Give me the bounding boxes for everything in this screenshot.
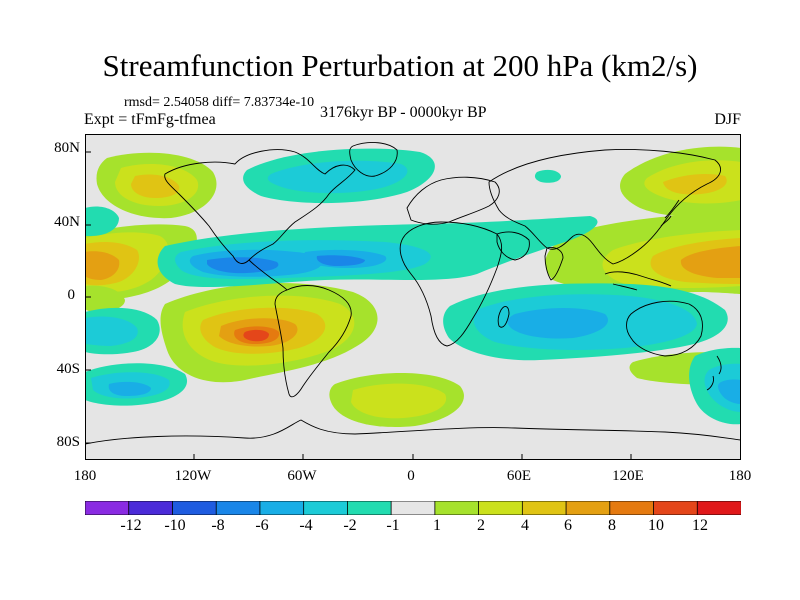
colorbar-swatch (128, 501, 174, 515)
contour-south-atlantic-high (329, 373, 464, 428)
lat-label-80n: 80N (54, 140, 80, 156)
lon-label-0: 0 (407, 468, 415, 484)
lon-label-60e: 60E (506, 468, 532, 484)
coastline-europe (406, 176, 500, 225)
colorbar-label: -4 (299, 517, 313, 534)
colorbar-label: 12 (692, 517, 708, 534)
axis-ticks (85, 134, 632, 460)
coastlines (85, 142, 741, 445)
colorbar-label: 8 (608, 517, 616, 534)
season-label: DJF (714, 111, 741, 128)
period-label: 3176kyr BP - 0000kyr BP (320, 104, 487, 121)
contour-northwest-pacific-high (620, 146, 741, 218)
contour-pacific-northwest-low (85, 206, 119, 236)
contour-pos-6 (85, 251, 120, 280)
coastline-japan (660, 199, 680, 227)
colorbar-label: 1 (433, 517, 441, 534)
contour-western-pacific-high (545, 212, 741, 294)
contour-pos-10 (243, 329, 269, 342)
contour-neg-4 (108, 381, 151, 396)
lon-label-180w: 180 (73, 468, 97, 484)
contour-tropical-belt-low (157, 216, 598, 288)
contour-pos-2 (351, 383, 447, 419)
lat-label-40n: 40N (54, 214, 80, 230)
colorbar-label: 10 (648, 517, 664, 534)
contour-south-america-high (160, 282, 378, 383)
contour-pos-6 (680, 246, 741, 278)
colorbar-swatch (303, 501, 349, 515)
coastline-asia (488, 149, 721, 265)
experiment-label: Expt = tFmFg-tfmea (84, 111, 216, 128)
colorbar-label: -10 (164, 517, 186, 534)
colorbar-label: 2 (477, 517, 485, 534)
contour-neg-2 (267, 160, 408, 194)
colorbar-label: -8 (211, 517, 225, 534)
colorbar-swatch (215, 501, 261, 515)
lon-label-180e: 180 (728, 468, 752, 484)
coastline-india (544, 247, 564, 281)
coastline-africa (399, 221, 503, 347)
colorbar-swatch (259, 501, 305, 515)
colorbar-swatch (346, 501, 392, 515)
colorbar-swatch (478, 501, 524, 515)
contour-southern-ocean-lows (85, 347, 741, 425)
streamfunction-map (85, 134, 741, 460)
contour-south-pacific-low (85, 307, 160, 355)
coastline-indonesia (604, 271, 672, 291)
colorbar-swatch (696, 501, 741, 515)
rmsd-diff-stats: rmsd= 2.54058 diff= 7.83734e-10 (124, 95, 315, 110)
coastline-madagascar (497, 306, 510, 328)
lon-label-120e: 120E (612, 468, 644, 484)
colorbar-label: -2 (343, 517, 357, 534)
contour-north-atlantic-low (243, 148, 435, 204)
coastline-new-zealand (706, 355, 722, 391)
colorbar-swatch (85, 501, 130, 515)
lat-label-80s: 80S (56, 434, 80, 450)
contour-neg-6 (207, 257, 279, 274)
colorbar-label: 4 (521, 517, 529, 534)
colorbar-swatch (609, 501, 655, 515)
contour-central-pacific-high (85, 285, 125, 312)
coastline-south-america (274, 285, 352, 398)
colorbar-swatch (653, 501, 698, 515)
colorbar (85, 501, 741, 515)
colorbar-label: -6 (255, 517, 269, 534)
contour-small-atlantic-low (534, 169, 561, 183)
plot-title: Streamfunction Perturbation at 200 hPa (… (102, 48, 698, 83)
lon-label-60w: 60W (287, 468, 317, 484)
colorbar-swatch (434, 501, 480, 515)
colorbar-swatch (390, 501, 436, 515)
colorbar-label: 6 (564, 517, 572, 534)
lon-label-120w: 120W (174, 468, 212, 484)
colorbar-swatch (172, 501, 217, 515)
contour-eastern-pacific-high (85, 224, 197, 301)
coastline-north-america (164, 149, 356, 264)
contour-neg-2 (85, 316, 138, 346)
contour-neg-4b (718, 379, 741, 404)
colorbar-label: -12 (120, 517, 142, 534)
coastline-australia (626, 300, 703, 357)
lat-label-equator: 0 (67, 287, 76, 303)
colorbar-swatch (565, 501, 611, 515)
coastline-arabia (496, 231, 530, 261)
contour-neg-4 (507, 308, 609, 339)
contour-pos-4 (663, 174, 727, 195)
contour-pos-4 (131, 174, 180, 198)
colorbar-swatch (521, 501, 567, 515)
coastline-antarctica (85, 419, 741, 445)
colorbar-label: -1 (386, 517, 400, 534)
lat-label-40s: 40S (56, 361, 80, 377)
coastline-greenland (349, 142, 398, 177)
contour-neg-6b (316, 255, 365, 266)
coastline-central-america (248, 259, 288, 291)
